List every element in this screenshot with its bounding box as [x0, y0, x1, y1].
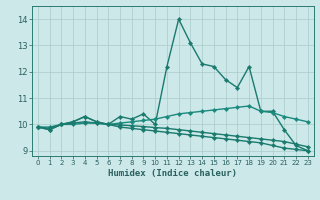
X-axis label: Humidex (Indice chaleur): Humidex (Indice chaleur)	[108, 169, 237, 178]
